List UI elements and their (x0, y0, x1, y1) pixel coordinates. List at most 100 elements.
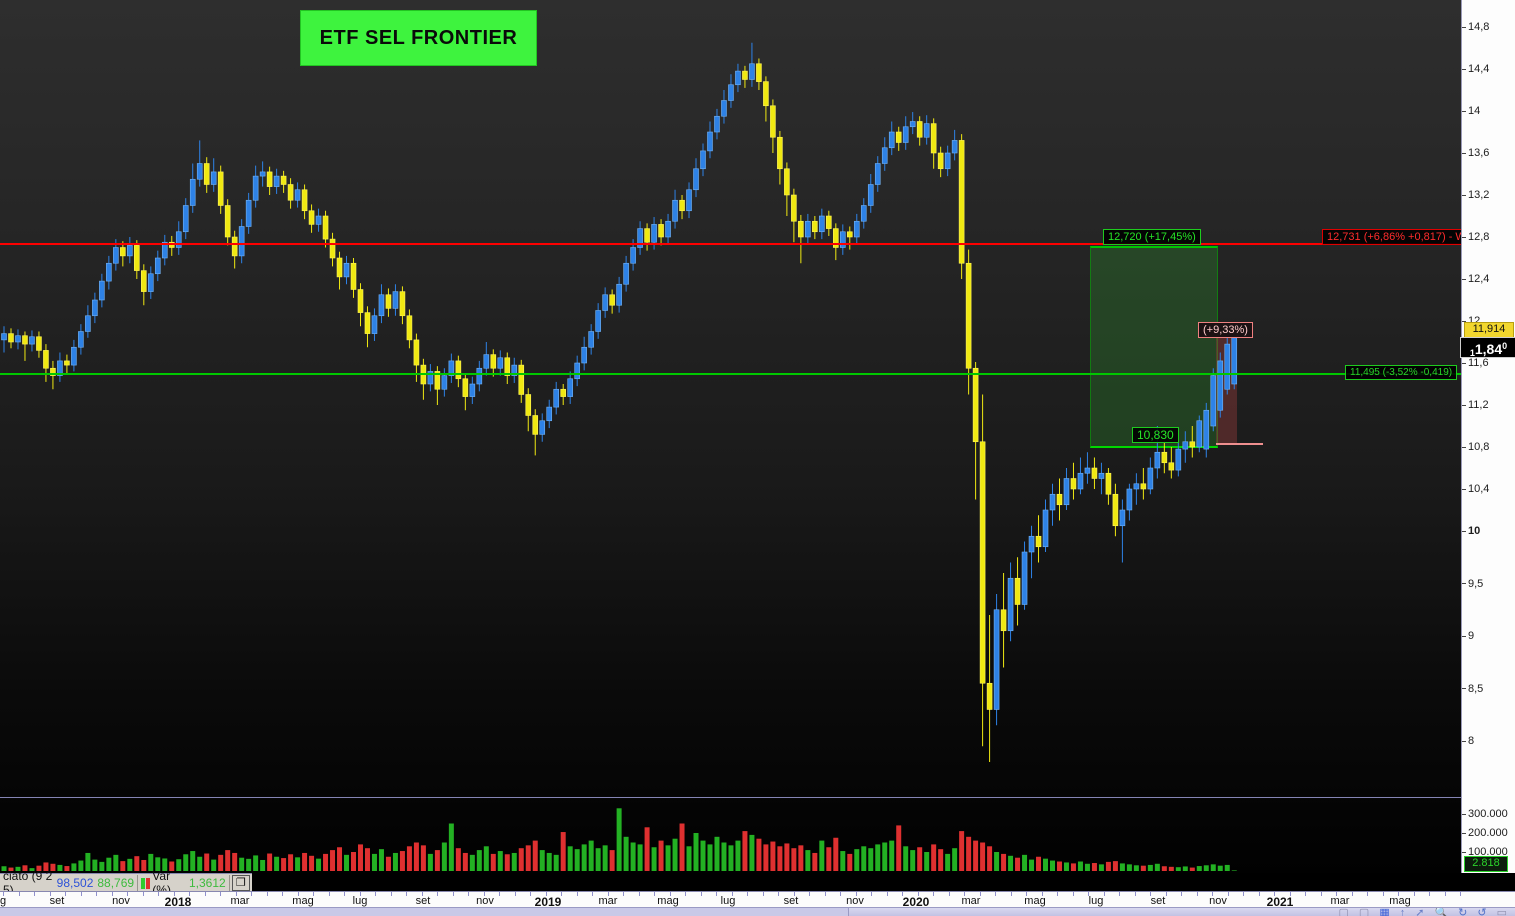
candle-body[interactable] (1112, 493, 1119, 527)
candle-body[interactable] (161, 241, 168, 259)
candle-body[interactable] (196, 163, 203, 180)
candle-body[interactable] (686, 189, 692, 212)
candle-body[interactable] (1063, 478, 1070, 506)
candle-body[interactable] (574, 362, 580, 380)
volume-panel-divider[interactable] (0, 797, 1461, 798)
candle-body[interactable] (777, 136, 783, 170)
candle-body[interactable] (623, 262, 629, 285)
candle-body[interactable] (784, 168, 790, 196)
candle-body[interactable] (1042, 509, 1049, 548)
candle-body[interactable] (1182, 441, 1189, 450)
support-line[interactable] (0, 373, 1461, 375)
candle-body[interactable] (441, 375, 448, 390)
candle-body[interactable] (217, 171, 224, 206)
candle-body[interactable] (826, 215, 832, 229)
candle-body[interactable] (113, 247, 119, 264)
candle-body[interactable] (979, 441, 986, 684)
candle-body[interactable] (238, 226, 245, 257)
candle-body[interactable] (902, 126, 909, 143)
candle-body[interactable] (231, 236, 238, 257)
candle-body[interactable] (567, 378, 573, 397)
candle-body[interactable] (937, 152, 944, 170)
candle-body[interactable] (280, 175, 287, 185)
candle-body[interactable] (798, 220, 804, 238)
candle-body[interactable] (8, 333, 14, 343)
time-axis[interactable]: g set nov 2018 mar mag lug set nov 2019 mar mag lug s… (0, 891, 1515, 908)
candle-body[interactable] (602, 294, 608, 311)
candle-body[interactable] (763, 81, 769, 107)
candle-body[interactable] (427, 371, 434, 385)
candle-body[interactable] (78, 331, 84, 348)
candle-body[interactable] (224, 205, 231, 238)
candle-body[interactable] (1203, 409, 1210, 450)
candle-body[interactable] (588, 331, 594, 348)
candle-body[interactable] (1217, 360, 1224, 411)
candle-body[interactable] (518, 364, 525, 395)
candle-body[interactable] (15, 335, 21, 343)
candle-body[interactable] (1070, 478, 1077, 490)
candle-body[interactable] (1, 333, 7, 341)
candle-body[interactable] (560, 388, 567, 397)
candle-body[interactable] (965, 262, 972, 369)
candle-body[interactable] (1161, 451, 1168, 464)
candle-body[interactable] (637, 228, 643, 248)
candle-body[interactable] (867, 184, 874, 206)
candle-body[interactable] (57, 360, 63, 376)
candle-body[interactable] (644, 228, 650, 243)
candle-body[interactable] (846, 231, 853, 238)
candle-body[interactable] (930, 123, 937, 154)
candle-body[interactable] (85, 315, 91, 332)
candlestick-chart[interactable]: ETF SEL FRONTIER 12,720 (+17,45%) 12,731… (0, 0, 1461, 873)
reset-icon[interactable]: ↺ (1477, 908, 1487, 916)
candle-body[interactable] (581, 346, 587, 364)
candle-body[interactable] (22, 335, 28, 345)
candle-body[interactable] (106, 262, 112, 282)
candle-body[interactable] (812, 220, 818, 233)
candle-body[interactable] (1154, 451, 1161, 469)
candle-body[interactable] (1007, 577, 1014, 632)
window-icon-1[interactable]: ▢ (1338, 908, 1349, 916)
candle-body[interactable] (707, 131, 713, 152)
candle-body[interactable] (895, 131, 902, 143)
candle-body[interactable] (1077, 472, 1084, 490)
candle-body[interactable] (1049, 493, 1056, 511)
grid-icon[interactable]: ▦ (1379, 908, 1390, 916)
candle-body[interactable] (448, 360, 455, 376)
indicator-values[interactable]: ciato (9 2 5) 98,502 88,769 (0, 869, 139, 897)
candle-body[interactable] (71, 346, 77, 366)
candle-body[interactable] (986, 682, 993, 710)
candle-body[interactable] (1014, 577, 1021, 605)
candle-body[interactable] (944, 152, 951, 170)
candle-body[interactable] (476, 367, 483, 385)
candle-body[interactable] (266, 171, 273, 187)
candle-body[interactable] (154, 257, 161, 275)
candle-body[interactable] (923, 123, 930, 138)
price-axis[interactable]: 14,8 14,4 14 13,6 13,2 12,8 12,4 12 11,6 11,2 10,8… (1460, 0, 1515, 873)
candle-body[interactable] (378, 294, 385, 317)
candle-body[interactable] (1210, 375, 1217, 427)
candle-body[interactable] (881, 147, 888, 164)
candle-body[interactable] (210, 171, 217, 185)
candle-body[interactable] (1091, 467, 1098, 479)
candle-body[interactable] (511, 364, 518, 376)
candle-body[interactable] (1084, 467, 1091, 474)
restore-window-button[interactable]: ❐ (231, 875, 250, 891)
candle-body[interactable] (175, 231, 182, 248)
candle-body[interactable] (958, 140, 965, 264)
candle-body[interactable] (1105, 472, 1112, 495)
candle-body[interactable] (469, 383, 476, 397)
candle-body[interactable] (1056, 493, 1063, 506)
candle-body[interactable] (721, 100, 727, 117)
arrow-up-icon[interactable]: ↑ (1399, 908, 1406, 916)
candle-body[interactable] (43, 350, 49, 369)
candle-body[interactable] (287, 184, 294, 201)
candle-body[interactable] (546, 406, 553, 422)
candle-body[interactable] (127, 245, 133, 257)
candle-body[interactable] (658, 224, 664, 238)
candle-body[interactable] (392, 291, 399, 309)
candle-body[interactable] (525, 394, 532, 416)
bottom-scrollbar[interactable]: ▢ ▢ ▦ ↑ ➚ 🔍 ↻ ↺ ▭ (0, 907, 1515, 916)
candle-body[interactable] (909, 121, 916, 128)
candle-body[interactable] (616, 283, 622, 306)
candle-body[interactable] (92, 299, 98, 317)
